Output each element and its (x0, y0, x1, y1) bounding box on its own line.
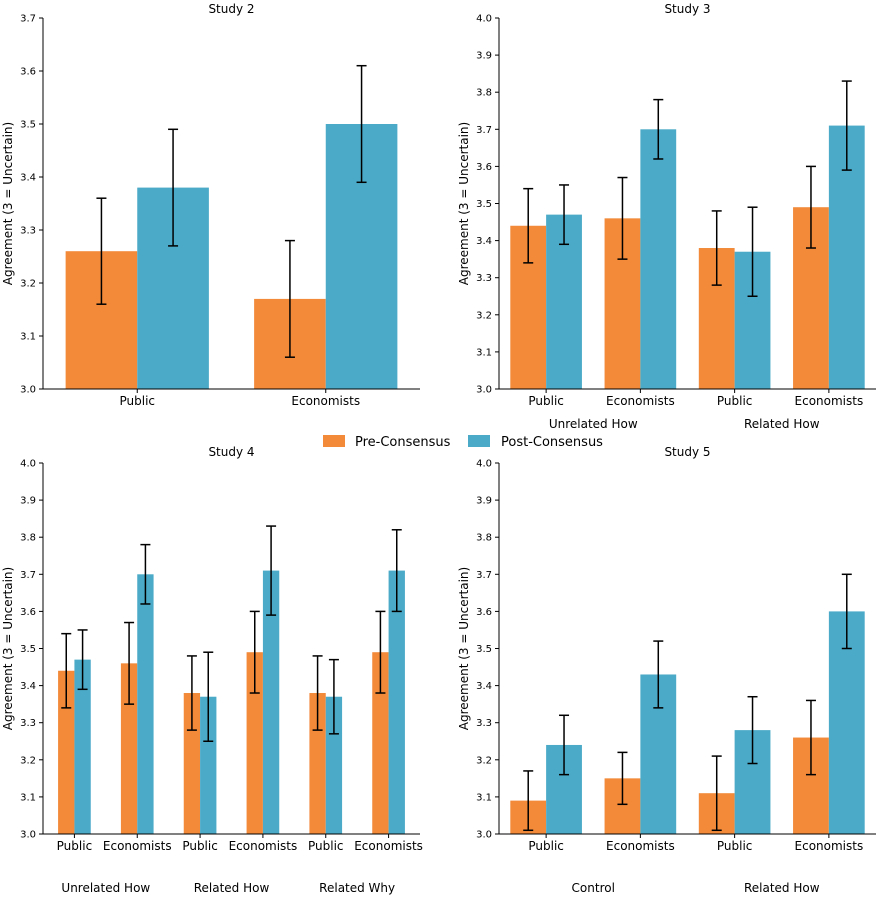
y-tick-label: 3.5 (20, 644, 36, 655)
legend-label-post: Post-Consensus (501, 435, 603, 450)
legend-swatch-post (468, 435, 490, 447)
y-tick-label: 3.1 (476, 347, 492, 358)
x-tick-label: Public (57, 839, 93, 853)
y-axis-label: Agreement (3 = Uncertain) (457, 122, 471, 285)
bar-pre-1 (58, 670, 75, 834)
group-label: Unrelated How (61, 881, 150, 895)
x-tick-label: Public (717, 394, 753, 408)
y-tick-label: 3.1 (20, 332, 36, 343)
bar-post-6 (388, 570, 405, 834)
y-tick-label: 3.5 (476, 644, 492, 655)
y-tick-label: 3.7 (476, 570, 492, 581)
y-tick-label: 3.5 (20, 120, 36, 131)
y-axis-label: Agreement (3 = Uncertain) (457, 567, 471, 730)
x-tick-label: Economists (606, 839, 675, 853)
y-tick-label: 3.2 (20, 279, 36, 290)
y-tick-label: 4.0 (20, 459, 36, 470)
x-tick-label: Economists (354, 839, 423, 853)
y-tick-label: 3.0 (20, 385, 36, 396)
y-tick-label: 3.9 (476, 51, 492, 62)
x-tick-label: Economists (795, 394, 864, 408)
bar-pre-4 (246, 652, 263, 834)
chart-title: Study 3 (664, 2, 710, 16)
chart-title: Study 2 (208, 2, 254, 16)
bar-pre-6 (372, 652, 389, 834)
legend-swatch-pre (323, 435, 345, 447)
legend: Pre-Consensus Post-Consensus (323, 435, 603, 450)
y-tick-label: 3.4 (20, 681, 36, 692)
y-tick-label: 3.3 (20, 226, 36, 237)
group-label: Control (572, 881, 615, 895)
y-tick-label: 3.8 (476, 88, 492, 99)
group-label: Related Why (319, 881, 395, 895)
x-tick-label: Public (308, 839, 344, 853)
bar-post-2 (137, 574, 154, 834)
y-tick-label: 3.6 (20, 67, 36, 78)
x-tick-label: Public (182, 839, 218, 853)
legend-label-pre: Pre-Consensus (355, 435, 451, 450)
y-tick-label: 3.2 (476, 310, 492, 321)
y-tick-label: 3.7 (476, 125, 492, 136)
bar-post-4 (262, 570, 280, 834)
y-tick-label: 4.0 (476, 14, 492, 25)
y-tick-label: 3.2 (476, 755, 492, 766)
y-tick-label: 3.1 (476, 792, 492, 803)
x-tick-label: Economists (103, 839, 172, 853)
y-tick-label: 3.8 (20, 533, 36, 544)
bar-pre-5 (309, 693, 326, 834)
x-tick-label: Economists (795, 839, 864, 853)
y-axis-label: Agreement (3 = Uncertain) (1, 567, 15, 730)
x-tick-label: Public (717, 839, 753, 853)
group-label: Related How (194, 881, 270, 895)
x-tick-label: Economists (606, 394, 675, 408)
y-tick-label: 3.4 (20, 173, 36, 184)
y-tick-label: 3.8 (476, 533, 492, 544)
y-tick-label: 3.4 (476, 681, 492, 692)
x-tick-label: Public (119, 394, 155, 408)
x-tick-label: Public (528, 394, 564, 408)
y-tick-label: 3.9 (20, 496, 36, 507)
y-tick-label: 3.3 (476, 273, 492, 284)
chart-panel-1: Study 2 Agreement (3 = Uncertain) 3.0 3.1 3.… (1, 2, 420, 408)
y-axis-label: Agreement (3 = Uncertain) (1, 122, 15, 285)
group-label: Related How (744, 417, 820, 431)
group-label: Related How (744, 881, 820, 895)
y-tick-label: 3.2 (20, 755, 36, 766)
y-tick-label: 3.5 (476, 199, 492, 210)
y-tick-label: 3.0 (476, 830, 492, 841)
y-tick-label: 3.6 (20, 607, 36, 618)
x-tick-label: Economists (229, 839, 298, 853)
chart-panel-4: Study 5 Agreement (3 = Uncertain) 3.0 3.1 3.… (457, 445, 876, 895)
y-tick-label: 3.0 (476, 385, 492, 396)
y-tick-label: 3.4 (476, 236, 492, 247)
y-tick-label: 4.0 (476, 459, 492, 470)
y-tick-label: 3.9 (476, 496, 492, 507)
bar-post-2 (640, 129, 677, 390)
y-tick-label: 3.7 (20, 14, 36, 25)
y-tick-label: 3.0 (20, 830, 36, 841)
group-label: Unrelated How (549, 417, 638, 431)
y-tick-label: 3.3 (20, 718, 36, 729)
bar-post-5 (325, 696, 343, 834)
chart-panel-2: Study 3 Agreement (3 = Uncertain) 3.0 3.1 3.… (457, 2, 876, 431)
bar-pre-3 (183, 693, 201, 834)
chart-title: Study 4 (208, 445, 254, 459)
x-tick-label: Economists (291, 394, 360, 408)
bar-post-3 (200, 696, 217, 834)
y-tick-label: 3.6 (476, 607, 492, 618)
y-tick-label: 3.1 (20, 792, 36, 803)
bar-post-1 (74, 659, 91, 834)
chart-panel-3: Study 4 Agreement (3 = Uncertain) 3.0 3.1 3.… (1, 445, 423, 895)
bar-pre-2 (120, 663, 138, 834)
x-tick-label: Public (528, 839, 564, 853)
y-tick-label: 3.3 (476, 718, 492, 729)
y-tick-label: 3.7 (20, 570, 36, 581)
chart-title: Study 5 (664, 445, 710, 459)
y-tick-label: 3.6 (476, 162, 492, 173)
